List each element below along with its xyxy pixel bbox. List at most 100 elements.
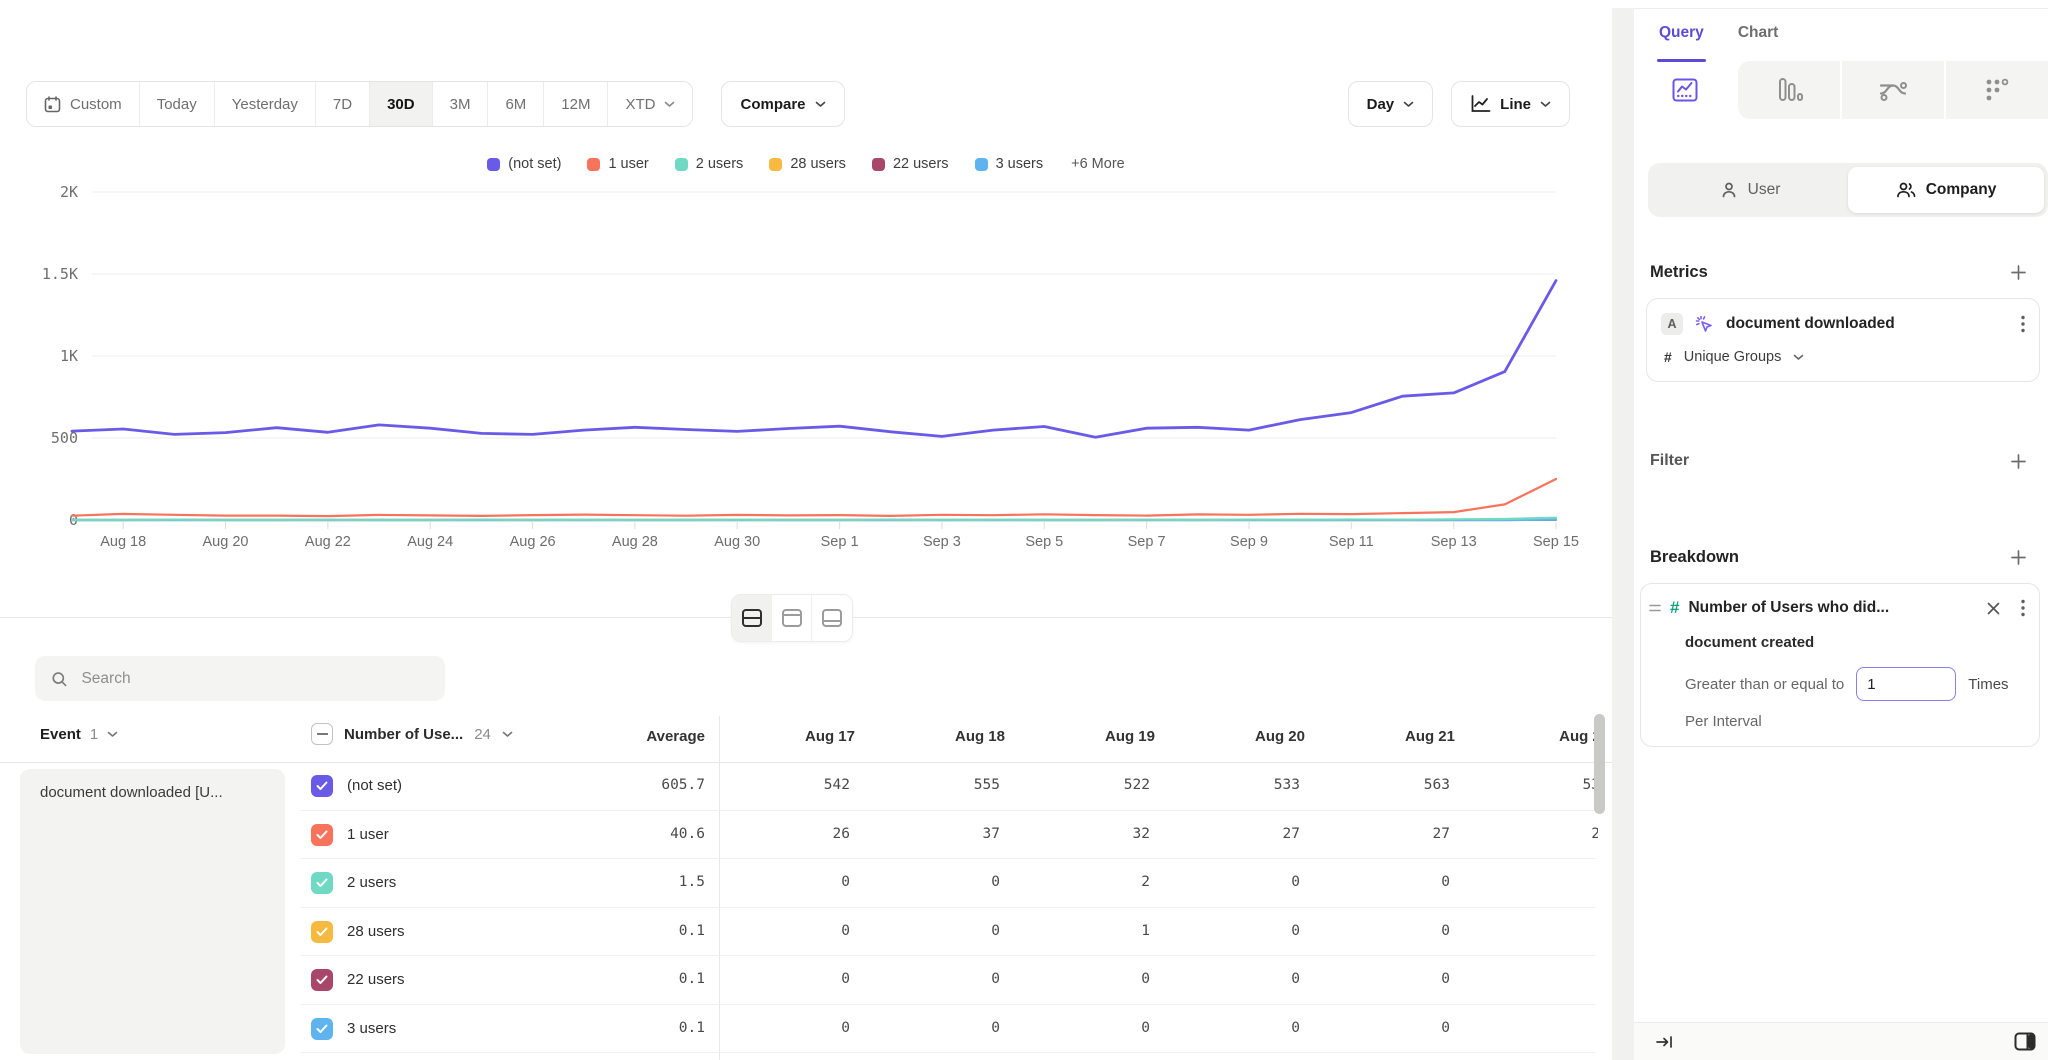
range-custom[interactable]: Custom bbox=[27, 82, 140, 126]
search-box[interactable] bbox=[35, 656, 445, 701]
row-checkbox[interactable] bbox=[311, 775, 333, 797]
vertical-scrollbar[interactable] bbox=[1594, 714, 1605, 814]
row-average: 0.1 bbox=[540, 971, 705, 987]
split-view-button[interactable] bbox=[2014, 1032, 2036, 1051]
plus-icon bbox=[2011, 265, 2026, 280]
range-7d[interactable]: 7D bbox=[316, 82, 370, 126]
metric-measure: Unique Groups bbox=[1684, 349, 1782, 365]
tab-query[interactable]: Query bbox=[1659, 24, 1704, 52]
check-icon bbox=[316, 1024, 328, 1034]
row-checkbox[interactable] bbox=[311, 824, 333, 846]
search-input[interactable] bbox=[79, 669, 429, 689]
group-column-header[interactable]: Number of Use... 24 bbox=[311, 723, 513, 745]
collapse-panel-button[interactable] bbox=[1656, 1035, 1673, 1049]
drag-handle-icon[interactable] bbox=[1649, 603, 1661, 613]
grid-dots-tab[interactable] bbox=[1946, 61, 2048, 119]
add-breakdown-button[interactable] bbox=[2011, 550, 2026, 565]
chevron-down-icon bbox=[815, 101, 826, 108]
average-column-header: Average bbox=[540, 728, 705, 745]
layout-split-button[interactable] bbox=[732, 595, 772, 641]
range-yesterday[interactable]: Yesterday bbox=[215, 82, 316, 126]
range-xtd[interactable]: XTD bbox=[608, 82, 692, 126]
remove-breakdown-button[interactable] bbox=[1987, 602, 2000, 615]
range-today[interactable]: Today bbox=[140, 82, 215, 126]
day-column-header: Aug 18 bbox=[905, 728, 1055, 745]
bar-chart-tab[interactable] bbox=[1738, 61, 1840, 119]
row-day-value: 0 bbox=[755, 971, 905, 987]
day-headers: Aug 17Aug 18Aug 19Aug 20Aug 21Aug 2 bbox=[720, 712, 1598, 762]
row-day-value: 533 bbox=[1205, 777, 1355, 793]
row-day-value: 2 bbox=[1505, 826, 1598, 842]
breakdown-card[interactable]: # Number of Users who did... document cr… bbox=[1640, 583, 2040, 747]
add-filter-button[interactable] bbox=[2011, 454, 2026, 469]
sidebar-bottom-bar bbox=[1634, 1022, 2048, 1060]
line-chart: 05001K1.5K2KAug 18Aug 20Aug 22Aug 24Aug … bbox=[0, 140, 1612, 552]
select-all-checkbox[interactable] bbox=[311, 723, 333, 745]
row-day-value: 32 bbox=[1055, 826, 1205, 842]
layout-top-button[interactable] bbox=[772, 595, 812, 641]
grid-dots-icon bbox=[1983, 76, 2011, 104]
date-range-group: CustomTodayYesterday7D30D3M6M12MXTD bbox=[26, 81, 693, 127]
layout-bottom-icon bbox=[821, 608, 843, 628]
event-column-header[interactable]: Event 1 bbox=[40, 726, 118, 743]
row-day-value: 0 bbox=[755, 874, 905, 890]
row-day-value: 1 bbox=[1055, 923, 1205, 939]
toolbar: CustomTodayYesterday7D30D3M6M12MXTD Comp… bbox=[26, 81, 1570, 127]
scope-user-option[interactable]: User bbox=[1652, 167, 1848, 213]
line-chart-tab[interactable] bbox=[1634, 61, 1736, 119]
granularity-button[interactable]: Day bbox=[1348, 81, 1434, 127]
svg-text:Aug 28: Aug 28 bbox=[612, 534, 658, 550]
close-icon bbox=[1987, 602, 2000, 615]
minus-icon bbox=[317, 733, 328, 735]
condition-value-input[interactable] bbox=[1856, 667, 1956, 701]
row-day-value: 0 bbox=[1355, 923, 1505, 939]
row-day-value: 0 bbox=[1055, 1020, 1205, 1036]
layout-bottom-button[interactable] bbox=[812, 595, 852, 641]
metric-menu-button[interactable] bbox=[2021, 315, 2025, 333]
calendar-icon bbox=[44, 96, 61, 113]
range-6m[interactable]: 6M bbox=[488, 82, 544, 126]
layout-split-icon bbox=[741, 608, 763, 628]
svg-text:Aug 20: Aug 20 bbox=[203, 534, 249, 550]
compare-button[interactable]: Compare bbox=[721, 81, 844, 127]
metric-measure-row[interactable]: # Unique Groups bbox=[1661, 349, 2025, 365]
breakdown-menu-button[interactable] bbox=[2021, 599, 2025, 617]
day-column-header: Aug 17 bbox=[755, 728, 905, 745]
tab-chart[interactable]: Chart bbox=[1738, 24, 1778, 52]
day-column-header: Aug 21 bbox=[1355, 728, 1505, 745]
row-checkbox[interactable] bbox=[311, 872, 333, 894]
metric-card[interactable]: A document downloaded # Unique Groups bbox=[1646, 298, 2040, 382]
row-checkbox[interactable] bbox=[311, 969, 333, 991]
svg-text:Sep 13: Sep 13 bbox=[1431, 534, 1477, 550]
row-label: 28 users bbox=[347, 923, 405, 940]
flow-chart-tab[interactable] bbox=[1842, 61, 1944, 119]
bar-chart-icon bbox=[1774, 75, 1804, 105]
analytics-screen: CustomTodayYesterday7D30D3M6M12MXTD Comp… bbox=[0, 0, 2048, 1060]
row-day-value: 27 bbox=[1355, 826, 1505, 842]
row-day-value: 0 bbox=[1055, 971, 1205, 987]
row-day-value: 53 bbox=[1505, 777, 1598, 793]
range-30d[interactable]: 30D bbox=[370, 82, 433, 126]
condition-label: Greater than or equal to bbox=[1685, 676, 1844, 693]
range-12m[interactable]: 12M bbox=[544, 82, 608, 126]
row-day-value: 522 bbox=[1055, 777, 1205, 793]
breakdown-event: document created bbox=[1685, 634, 2025, 651]
check-icon bbox=[316, 878, 328, 888]
row-day-value: 0 bbox=[1355, 1020, 1505, 1036]
day-column-header: Aug 2 bbox=[1505, 728, 1598, 745]
row-checkbox[interactable] bbox=[311, 1018, 333, 1040]
add-metric-button[interactable] bbox=[2011, 265, 2026, 280]
check-icon bbox=[316, 975, 328, 985]
check-icon bbox=[316, 927, 328, 937]
day-column-header: Aug 20 bbox=[1205, 728, 1355, 745]
row-checkbox[interactable] bbox=[311, 921, 333, 943]
table-row: 22 users0.100000 bbox=[0, 956, 1612, 1005]
chart-style-button[interactable]: Line bbox=[1451, 81, 1570, 127]
range-3m[interactable]: 3M bbox=[433, 82, 489, 126]
chevron-down-icon bbox=[107, 731, 118, 738]
kebab-icon bbox=[2021, 315, 2025, 333]
svg-text:Aug 26: Aug 26 bbox=[510, 534, 556, 550]
check-icon bbox=[316, 781, 328, 791]
scope-company-option[interactable]: Company bbox=[1848, 167, 2044, 213]
table-body: document downloaded [U... (not set)605.7… bbox=[0, 762, 1612, 1060]
